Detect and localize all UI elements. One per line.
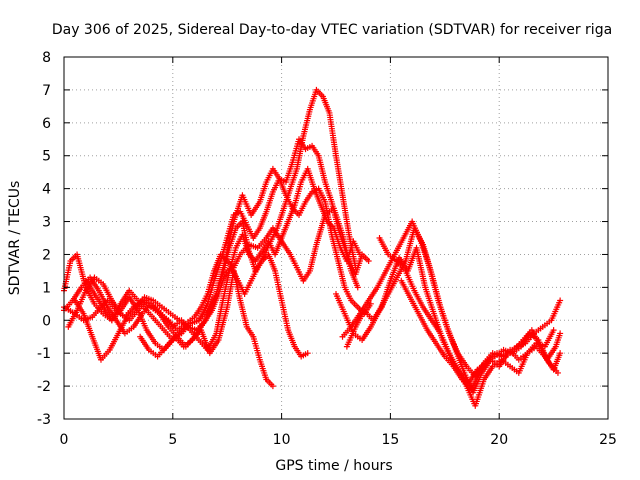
x-tick-label: 20 bbox=[490, 432, 508, 448]
y-tick-label: 2 bbox=[42, 247, 51, 263]
series-track-11 bbox=[398, 277, 561, 393]
y-tick-label: 6 bbox=[42, 116, 51, 132]
series-track-12 bbox=[333, 225, 557, 380]
data-point-marker bbox=[550, 327, 557, 334]
x-tick-label: 25 bbox=[599, 432, 617, 448]
y-tick-label: 1 bbox=[42, 280, 51, 296]
chart-title: Day 306 of 2025, Sidereal Day-to-day VTE… bbox=[52, 22, 612, 38]
x-tick-label: 5 bbox=[168, 432, 177, 448]
data-point-marker bbox=[304, 350, 311, 357]
x-tick-label: 10 bbox=[273, 432, 291, 448]
series-track-6 bbox=[82, 165, 374, 353]
plot-frame bbox=[63, 56, 609, 420]
grid-lines bbox=[64, 57, 608, 419]
data-point-marker bbox=[554, 369, 561, 376]
y-tick-label: -1 bbox=[37, 346, 51, 362]
data-point-marker bbox=[354, 284, 361, 291]
y-tick-label: -2 bbox=[37, 379, 51, 395]
data-points bbox=[61, 86, 564, 409]
axis-ticks: 0 5 10 15 20 25 -3 -2 -1 0 1 2 3 4 5 6 7 8 bbox=[37, 50, 617, 448]
y-tick-label: 0 bbox=[42, 313, 51, 329]
x-tick-label: 0 bbox=[60, 432, 69, 448]
y-tick-label: 5 bbox=[42, 149, 51, 165]
y-tick-label: 3 bbox=[42, 215, 51, 231]
data-point-marker bbox=[352, 264, 359, 271]
y-tick-label: 7 bbox=[42, 83, 51, 99]
y-axis-label: SDTVAR / TECUs bbox=[7, 181, 23, 296]
data-point-marker bbox=[269, 383, 276, 390]
data-point-marker bbox=[557, 297, 564, 304]
y-tick-label: -3 bbox=[37, 412, 51, 428]
series-track-10 bbox=[376, 235, 564, 409]
data-point-marker bbox=[356, 251, 363, 258]
x-tick-label: 15 bbox=[381, 432, 399, 448]
y-tick-label: 8 bbox=[42, 50, 51, 66]
data-point-marker bbox=[557, 350, 564, 357]
series-track-7 bbox=[137, 267, 276, 390]
y-tick-label: 4 bbox=[42, 182, 51, 198]
data-point-marker bbox=[557, 330, 564, 337]
data-point-marker bbox=[365, 258, 372, 265]
x-axis-label: GPS time / hours bbox=[275, 458, 392, 474]
series-track-5 bbox=[71, 218, 311, 363]
